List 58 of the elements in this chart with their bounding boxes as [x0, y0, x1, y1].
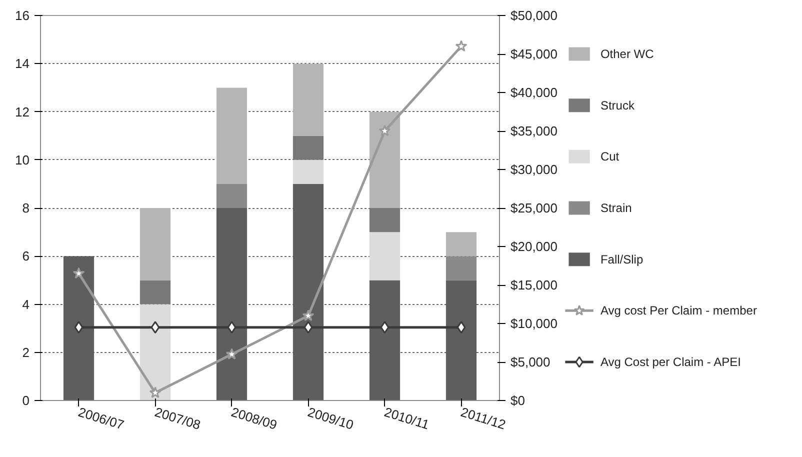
y-tick-label: 10 — [15, 152, 30, 168]
y2-tick-label: $15,000 — [510, 278, 558, 292]
bar — [140, 208, 171, 280]
bar — [216, 88, 248, 184]
bar — [140, 280, 171, 304]
x-tick-label: 2009/10 — [306, 404, 356, 433]
point — [72, 267, 85, 279]
x-tick-label: 2008/09 — [230, 404, 279, 433]
bar — [446, 232, 477, 256]
y2-tick-label: $5,000 — [510, 354, 550, 370]
point — [456, 321, 466, 334]
y2-tick-label: $45,000 — [510, 46, 558, 62]
y-tick-label: 16 — [15, 8, 30, 23]
point — [455, 40, 468, 52]
legend-label: Fall/Slip — [600, 252, 644, 266]
bar — [292, 160, 324, 184]
point — [302, 310, 314, 321]
legend-label: Avg Cost per Claim - APEI — [600, 355, 741, 369]
y2-tick-label: $25,000 — [510, 200, 558, 216]
point — [74, 321, 84, 334]
y-tick-label: 6 — [22, 248, 30, 264]
point — [150, 321, 160, 334]
bar — [446, 256, 477, 280]
x-tick-label: 2010/11 — [382, 404, 431, 432]
y-tick-label: 14 — [15, 56, 30, 72]
x-tick-label: 2006/07 — [76, 404, 126, 433]
bar — [292, 136, 324, 160]
bar — [292, 64, 324, 136]
bar — [369, 232, 400, 280]
point — [149, 386, 162, 398]
legend-label: Other WC — [600, 47, 654, 61]
bar — [369, 112, 400, 208]
x-tick-label: 2011/12 — [459, 404, 508, 432]
legend-label: Struck — [600, 98, 636, 112]
point — [304, 321, 313, 334]
point — [380, 321, 390, 334]
y-tick-label: 0 — [22, 393, 30, 408]
y-tick-label: 12 — [15, 104, 30, 120]
y2-tick-label: $20,000 — [510, 239, 558, 254]
bar — [140, 304, 171, 400]
bar — [369, 208, 400, 232]
legend-label: Cut — [600, 150, 620, 164]
x-tick-label: 2007/08 — [153, 404, 202, 433]
y2-tick-label: $0 — [510, 393, 525, 408]
point — [378, 124, 391, 136]
legend-label: Strain — [600, 201, 632, 215]
point — [226, 348, 238, 360]
y2-tick-label: $50,000 — [510, 8, 558, 23]
y2-tick-label: $30,000 — [510, 162, 558, 177]
y2-tick-label: $10,000 — [510, 316, 558, 331]
point — [227, 321, 236, 334]
y-tick-label: 4 — [22, 296, 30, 312]
y-tick-label: 8 — [22, 200, 30, 216]
y2-tick-label: $35,000 — [510, 124, 558, 138]
y-tick-label: 2 — [22, 344, 30, 360]
legend-label: Avg cost Per Claim - member — [600, 304, 757, 318]
y2-tick-label: $40,000 — [510, 85, 558, 100]
bar — [216, 184, 248, 208]
